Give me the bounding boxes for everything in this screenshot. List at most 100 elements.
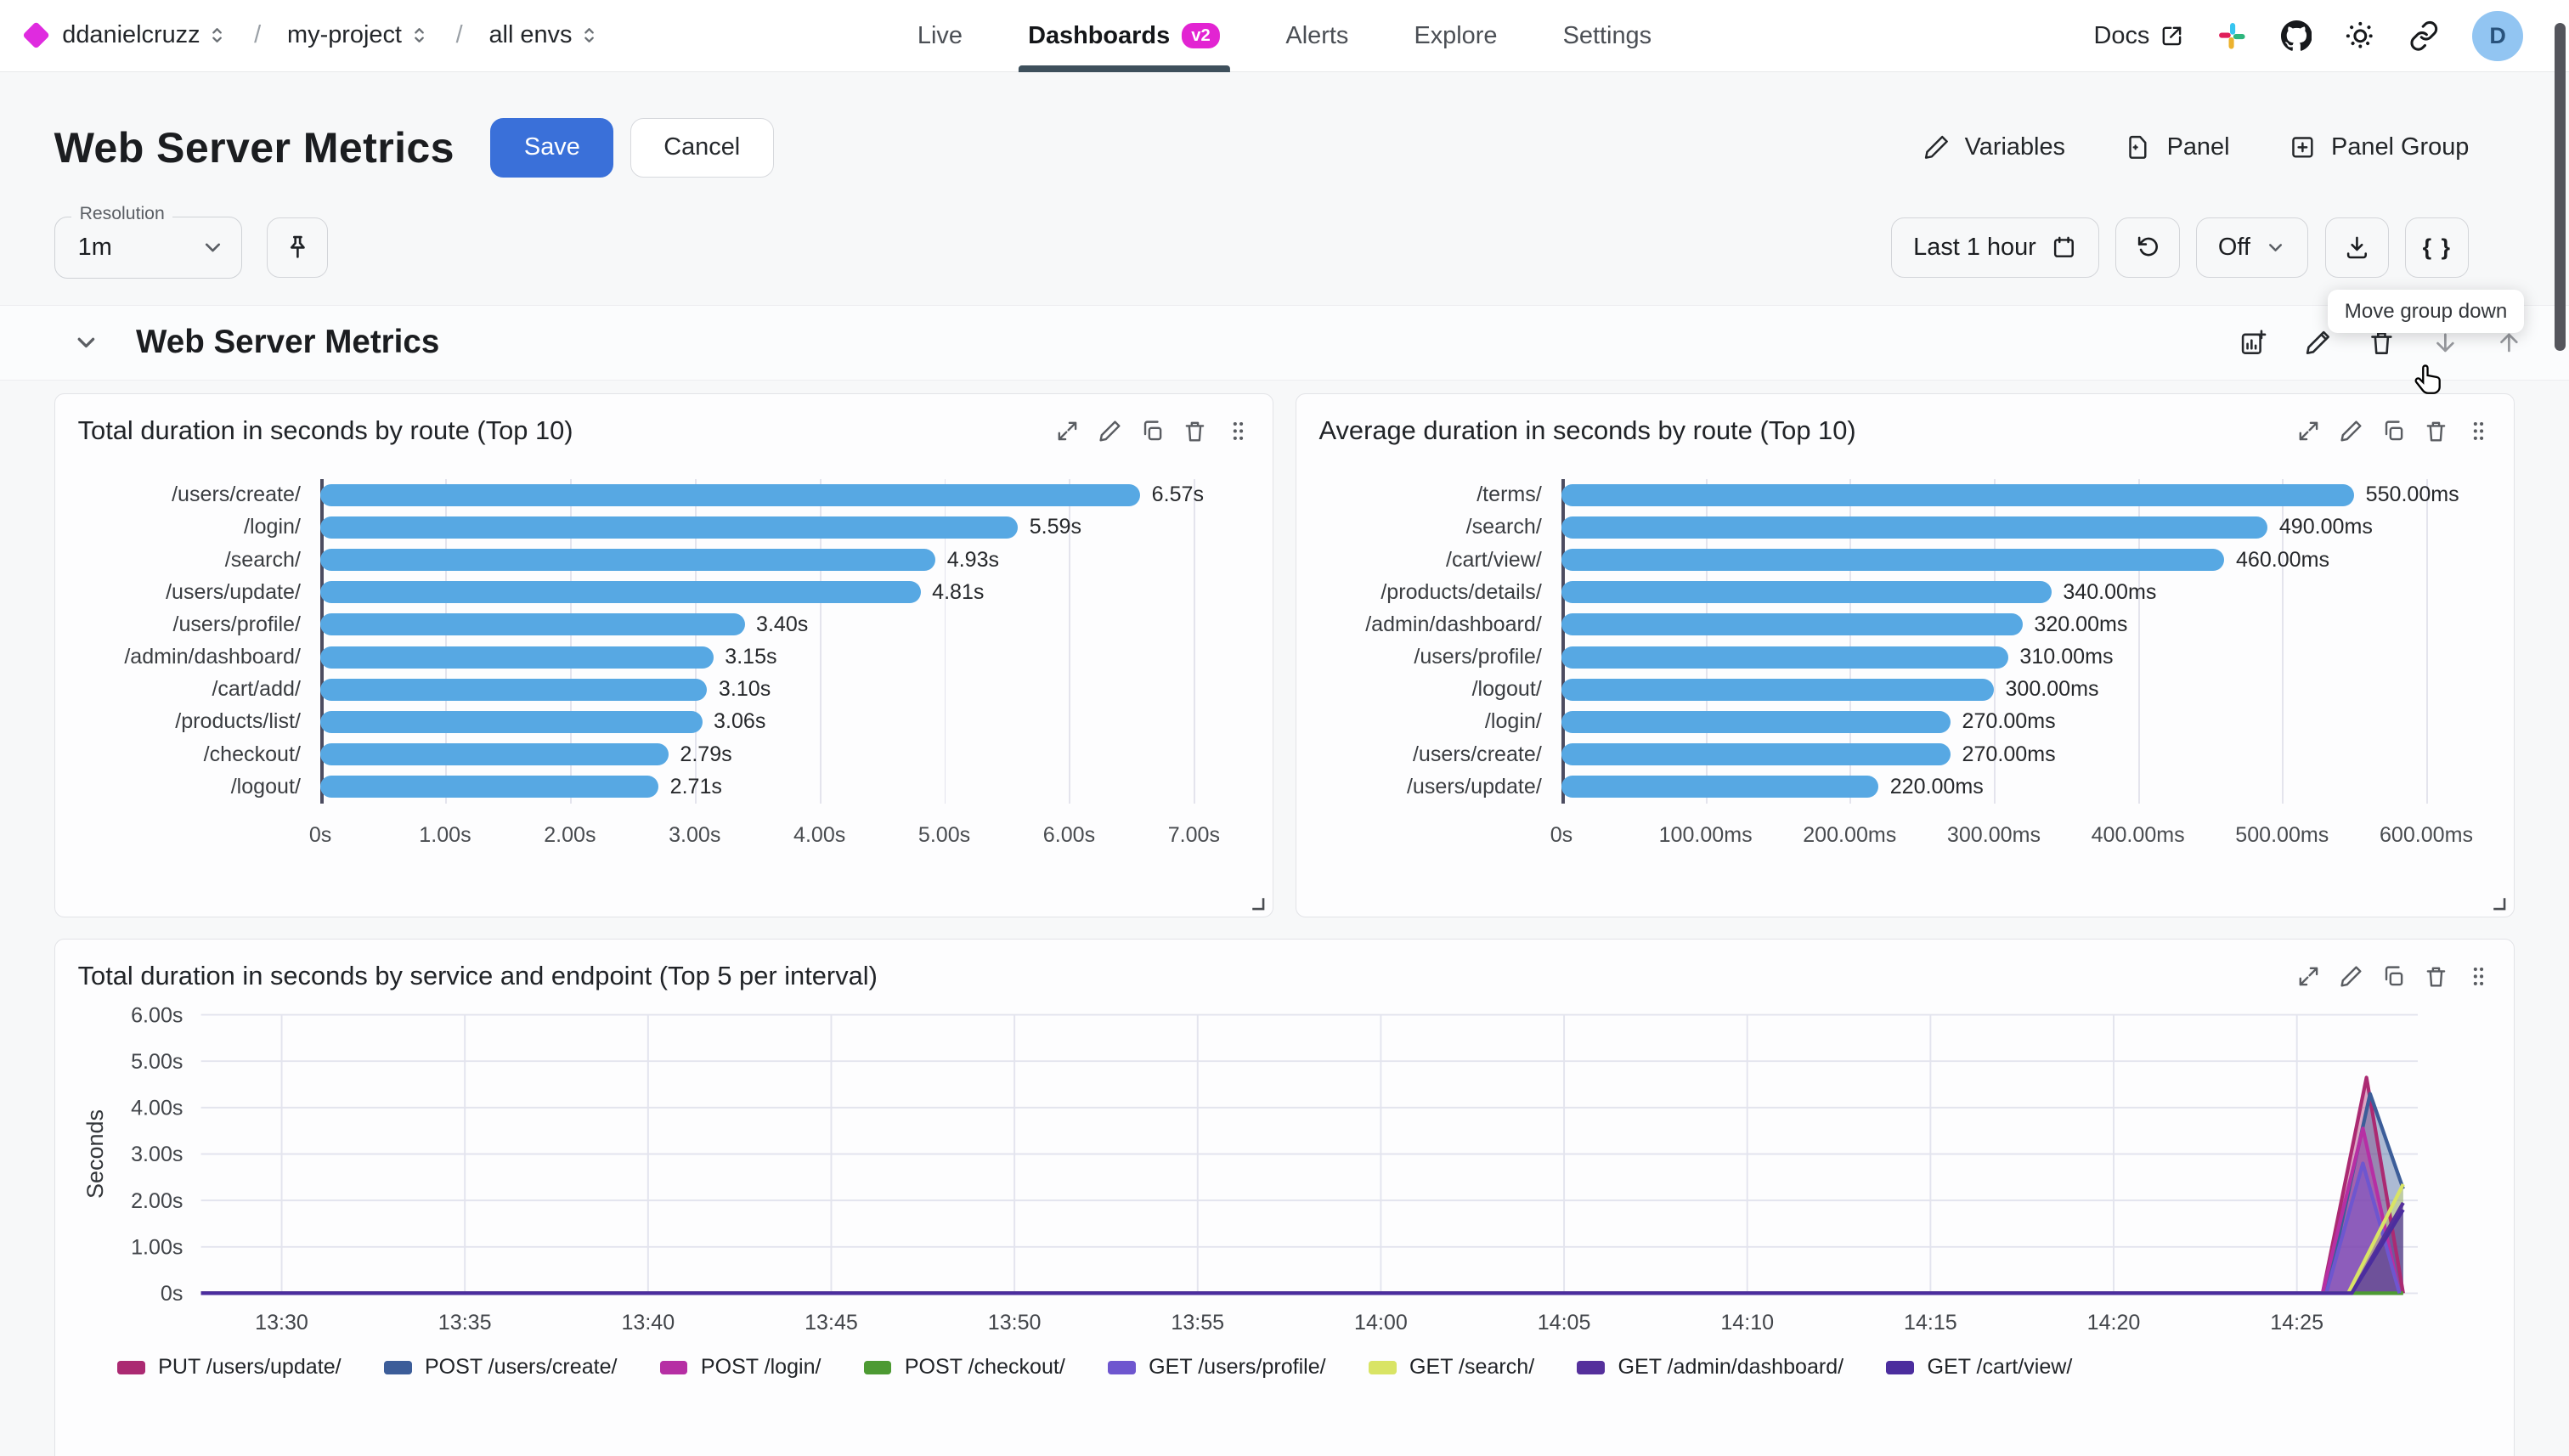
square-plus-icon (2292, 137, 2313, 158)
duplicate-icon[interactable] (2381, 419, 2406, 443)
pin-icon (290, 235, 305, 258)
nav-tab-explore[interactable]: Explore (1414, 0, 1497, 72)
panel-group-actions (2239, 329, 2523, 357)
series-area (200, 1128, 2400, 1294)
x-axis-tick: 400.00ms (2091, 822, 2185, 847)
save-button[interactable]: Save (490, 117, 614, 178)
link-icon[interactable] (2408, 20, 2440, 52)
cancel-button[interactable]: Cancel (630, 117, 774, 178)
legend-item[interactable]: POST /login/ (659, 1355, 822, 1380)
bar-value-label: 2.71s (669, 774, 722, 799)
bar (320, 483, 1141, 506)
download-icon (2346, 236, 2367, 259)
y-axis-tick: 3.00s (131, 1143, 183, 1166)
panel-header: Total duration in seconds by service and… (55, 940, 2515, 991)
add-panel-icon[interactable] (2239, 329, 2267, 357)
bar (1561, 613, 2023, 636)
nav-tab-label: Alerts (1285, 21, 1349, 49)
user-avatar[interactable]: D (2472, 10, 2523, 62)
duplicate-icon[interactable] (2381, 964, 2406, 989)
bar-row: 550.00ms (1561, 479, 2491, 511)
legend-item[interactable]: GET /cart/view/ (1886, 1355, 2072, 1380)
breadcrumb-org[interactable]: ddanielcruzz (62, 21, 228, 49)
pin-button[interactable] (267, 217, 328, 279)
expand-icon[interactable] (2296, 419, 2321, 443)
legend-swatch (659, 1361, 688, 1374)
panel-average-duration: Average duration in seconds by route (To… (1295, 393, 2515, 918)
legend-item[interactable]: GET /users/profile/ (1107, 1355, 1326, 1380)
vertical-scrollbar[interactable] (2554, 22, 2566, 351)
resolution-select[interactable]: Resolution 1m (54, 204, 243, 279)
delete-icon[interactable] (2424, 964, 2448, 989)
auto-refresh-select[interactable]: Off (2195, 217, 2309, 279)
category-label: /users/profile/ (1414, 645, 1542, 669)
resize-handle-icon[interactable] (1250, 895, 1266, 911)
bar-value-label: 3.10s (718, 677, 771, 702)
gridline (2282, 478, 2284, 804)
legend-item[interactable]: GET /admin/dashboard/ (1577, 1355, 1843, 1380)
panel-header: Average duration in seconds by route (To… (1296, 394, 2515, 446)
sun-icon[interactable] (2345, 20, 2376, 52)
legend-item[interactable]: GET /search/ (1368, 1355, 1534, 1380)
json-button[interactable]: { } (2405, 217, 2470, 279)
legend-item[interactable]: POST /users/create/ (383, 1355, 618, 1380)
breadcrumb-env-label: all envs (488, 21, 573, 49)
time-range-button[interactable]: Last 1 hour (1891, 217, 2100, 279)
series-area (200, 1077, 2403, 1294)
legend-item[interactable]: POST /checkout/ (863, 1355, 1065, 1380)
chevron-updown-icon (414, 28, 424, 43)
panel-group-label: Panel Group (2331, 133, 2470, 161)
x-axis-tick: 14:25 (2270, 1311, 2323, 1335)
move-up-icon[interactable] (2495, 329, 2523, 357)
collapse-chevron-icon[interactable] (72, 329, 100, 357)
bar-chart[interactable]: /users/create/ /login/ /search/ /users/upda… (75, 478, 1251, 853)
bar-chart-plot-column: 550.00ms 490.00ms 460.00ms 340.00ms 320.00ms… (1550, 478, 2491, 853)
slack-icon[interactable] (2216, 20, 2248, 52)
add-panel-group-button[interactable]: Panel Group (2289, 133, 2469, 161)
delete-icon[interactable] (2424, 419, 2448, 443)
nav-tab-dashboards[interactable]: Dashboards v2 (1018, 0, 1230, 72)
gridline (1069, 478, 1071, 804)
drag-handle-icon[interactable] (1226, 419, 1251, 443)
refresh-button[interactable] (2115, 217, 2180, 279)
github-icon[interactable] (2280, 20, 2312, 52)
expand-icon[interactable] (2296, 964, 2321, 989)
y-axis-tick: 6.00s (131, 1005, 183, 1027)
docs-link[interactable]: Docs (2094, 22, 2184, 50)
bar-row: 4.81s (320, 576, 1250, 608)
add-panel-button[interactable]: Panel (2124, 133, 2230, 161)
nav-tab-settings[interactable]: Settings (1563, 0, 1652, 72)
delete-icon[interactable] (1183, 419, 1207, 443)
nav-tab-live[interactable]: Live (918, 0, 963, 72)
line-chart[interactable]: 6.00s 5.00s 4.00s 3.00s 2.00s 1.00s 0s 13:30 13:… (78, 1005, 2487, 1352)
bar-value-label: 340.00ms (2063, 579, 2157, 604)
breadcrumb-project[interactable]: my-project (287, 21, 430, 49)
nav-tab-alerts[interactable]: Alerts (1285, 0, 1348, 72)
drag-handle-icon[interactable] (2466, 419, 2491, 443)
bar-value-label: 2.79s (680, 742, 732, 766)
drag-handle-icon[interactable] (2466, 964, 2491, 989)
move-down-icon[interactable] (2431, 329, 2459, 357)
download-button[interactable] (2324, 217, 2389, 279)
edit-icon[interactable] (2339, 964, 2363, 989)
duplicate-icon[interactable] (1140, 419, 1165, 443)
edit-icon[interactable] (2339, 419, 2363, 443)
x-axis-tick: 13:45 (805, 1311, 858, 1335)
series-line (200, 1161, 2402, 1295)
expand-icon[interactable] (1055, 419, 1080, 443)
x-axis-tick: 0s (1550, 822, 1573, 847)
x-axis-tick: 300.00ms (1946, 822, 2041, 847)
bar-chart[interactable]: /terms/ /search/ /cart/view/ /products/deta… (1316, 478, 2492, 853)
edit-icon[interactable] (2304, 329, 2332, 357)
resolution-value: 1m (77, 233, 112, 261)
resize-handle-icon[interactable] (2491, 895, 2507, 911)
delete-icon[interactable] (2368, 329, 2396, 357)
edit-icon[interactable] (1098, 419, 1122, 443)
panel-total-duration: Total duration in seconds by route (Top … (54, 393, 1274, 918)
variables-button[interactable]: Variables (1923, 133, 2065, 161)
legend-item[interactable]: PUT /users/update/ (116, 1355, 342, 1380)
series-line (200, 1201, 2405, 1295)
mouse-cursor (2414, 364, 2441, 395)
breadcrumb-env[interactable]: all envs (488, 21, 600, 49)
app-logo[interactable] (22, 21, 50, 50)
